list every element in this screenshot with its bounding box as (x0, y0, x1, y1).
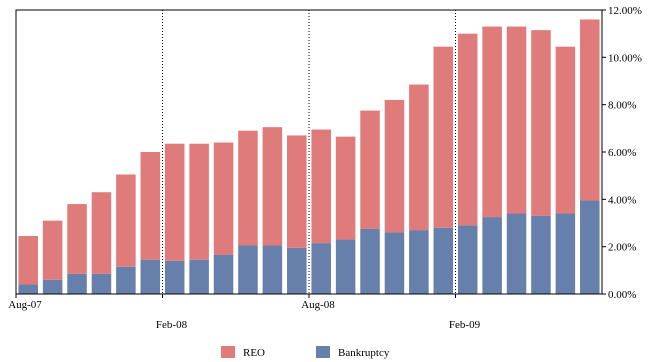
x-tick-label-feb-08: Feb-08 (156, 319, 188, 331)
bar-bankruptcy-apr-09 (506, 213, 527, 294)
bar-reo-may-09 (531, 30, 551, 216)
bar-bankruptcy-feb-08 (164, 260, 185, 294)
bar-bankruptcy-sep-07 (42, 279, 63, 294)
bar-reo-may-08 (238, 130, 258, 246)
bar-reo-jan-09 (433, 46, 454, 228)
legend-swatch-reo (221, 346, 235, 358)
bar-reo-feb-08 (164, 143, 185, 261)
bar-bankruptcy-may-08 (238, 245, 258, 294)
x-axis: Aug-07 Feb-08 Aug-08 Feb-09 (8, 294, 481, 331)
bar-reo-apr-08 (213, 142, 234, 255)
bar-bankruptcy-sep-08 (335, 239, 356, 294)
bar-reo-apr-09 (506, 26, 527, 214)
bar-reo-oct-08 (360, 110, 380, 229)
bar-reo-nov-08 (384, 99, 405, 233)
x-tick-label-feb-09: Feb-09 (449, 319, 481, 331)
bar-bankruptcy-aug-07 (18, 284, 38, 294)
bar-reo-jul-08 (287, 135, 307, 248)
bar-reo-aug-08 (311, 129, 331, 244)
bars-group (18, 19, 600, 294)
bar-bankruptcy-aug-08 (311, 243, 331, 294)
legend-swatch-bankruptcy (316, 346, 330, 358)
bar-reo-jun-08 (262, 127, 283, 246)
bar-bankruptcy-feb-09 (457, 225, 478, 294)
bar-reo-sep-08 (335, 136, 356, 240)
y-tick-label: 4.00% (608, 194, 636, 206)
bar-bankruptcy-jul-08 (287, 247, 307, 294)
bar-reo-mar-09 (482, 26, 502, 218)
bar-reo-nov-07 (91, 192, 112, 274)
bar-reo-jul-09 (580, 19, 600, 201)
y-tick-label: 0.00% (608, 289, 636, 301)
bar-bankruptcy-jan-09 (433, 227, 454, 294)
grid-group (162, 10, 456, 294)
legend-label-reo: REO (243, 347, 265, 359)
bar-reo-aug-07 (18, 236, 38, 285)
bar-reo-dec-08 (409, 84, 429, 231)
bar-reo-feb-09 (457, 33, 478, 226)
bar-bankruptcy-dec-07 (116, 266, 136, 294)
x-tick-label-aug-08: Aug-08 (301, 299, 335, 311)
bar-bankruptcy-dec-08 (409, 230, 429, 294)
bar-reo-jan-08 (140, 152, 161, 260)
bar-bankruptcy-jun-09 (555, 213, 576, 294)
x-tick-label-aug-07: Aug-07 (8, 299, 42, 311)
bar-bankruptcy-nov-08 (384, 232, 405, 294)
bar-reo-sep-07 (42, 220, 63, 280)
bar-reo-mar-08 (189, 143, 209, 260)
y-tick-label: 2.00% (608, 242, 636, 254)
y-tick-label: 10.00% (608, 52, 642, 64)
y-tick-label: 8.00% (608, 100, 636, 112)
bar-reo-dec-07 (116, 174, 136, 267)
legend: REO Bankruptcy (221, 346, 390, 359)
bar-bankruptcy-jun-08 (262, 245, 283, 294)
bar-bankruptcy-may-09 (531, 215, 551, 294)
bar-bankruptcy-jul-09 (580, 200, 600, 294)
bar-reo-jun-09 (555, 46, 576, 214)
y-tick-label: 6.00% (608, 147, 636, 159)
bar-bankruptcy-mar-08 (189, 259, 209, 294)
legend-label-bankruptcy: Bankruptcy (338, 347, 390, 359)
bar-reo-oct-07 (67, 204, 87, 274)
bar-bankruptcy-oct-07 (67, 273, 87, 294)
bar-bankruptcy-jan-08 (140, 259, 161, 294)
y-axis: 0.00% 2.00% 4.00% 6.00% 8.00% 10.00% 12.00% (602, 5, 642, 301)
y-tick-label: 12.00% (608, 5, 642, 17)
bar-bankruptcy-apr-08 (213, 254, 234, 294)
bar-bankruptcy-oct-08 (360, 228, 380, 294)
bar-bankruptcy-nov-07 (91, 273, 112, 294)
bar-bankruptcy-mar-09 (482, 217, 502, 294)
